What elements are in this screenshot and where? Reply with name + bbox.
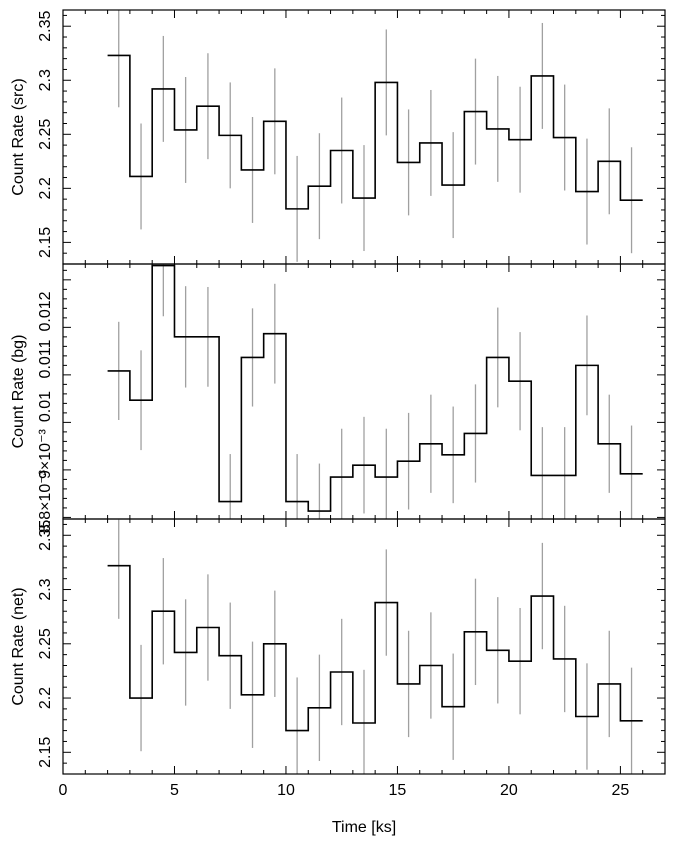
x-tick-label: 10 (277, 782, 295, 799)
y-tick-label: 2.25 (37, 628, 54, 659)
y-ticks (63, 269, 665, 518)
y-tick-label: 2.3 (37, 578, 54, 600)
step-line (107, 264, 643, 512)
x-tick-label: 20 (500, 782, 518, 799)
panel-2: 8.8×10⁻³9×10⁻³ 0.01 0.011 0.012 Count Rate (… (10, 263, 666, 533)
y-axis-label: Count Rate (net) (10, 587, 27, 705)
y-ticks (63, 523, 665, 775)
y-axis-label: Count Rate (bg) (10, 335, 27, 449)
panel-1: 2.15 2.2 2.25 2.3 2.35 Count Rate (src) (10, 9, 666, 265)
y-tick-label: 2.15 (37, 737, 54, 768)
y-tick-label: 0.01 (37, 391, 54, 422)
panel-3: 2.15 2.2 2.25 2.3 2.35 Count Rate (net) 0 5 10 15… (10, 518, 666, 836)
y-tick-label: 2.35 (37, 11, 54, 42)
x-tick-label: 15 (389, 782, 407, 799)
x-tick-label: 25 (612, 782, 630, 799)
y-tick-label: 2.15 (37, 227, 54, 258)
y-tick-label: 0.011 (37, 340, 54, 379)
y-tick-label: 2.35 (37, 520, 54, 551)
x-tick-label: 5 (170, 782, 179, 799)
y-tick-label: 0.012 (37, 291, 54, 331)
y-tick-label: 2.3 (37, 69, 54, 91)
step-line (107, 564, 643, 732)
y-tick-label: 8.8×10⁻³ (37, 469, 54, 533)
x-ticks (62, 519, 666, 774)
x-ticks (62, 264, 666, 519)
step-line (107, 54, 643, 210)
x-ticks (62, 10, 666, 264)
y-tick-label: 9×10⁻³ (37, 428, 54, 478)
y-tick-label: 2.25 (37, 119, 54, 150)
x-tick-label: 0 (59, 782, 68, 799)
plot-frame (62, 518, 666, 775)
y-axis-label: Count Rate (src) (10, 78, 27, 195)
y-tick-label: 2.2 (37, 687, 54, 709)
y-tick-label: 2.2 (37, 177, 54, 199)
x-axis-label: Time [ks] (332, 819, 396, 836)
y-ticks (63, 14, 665, 265)
